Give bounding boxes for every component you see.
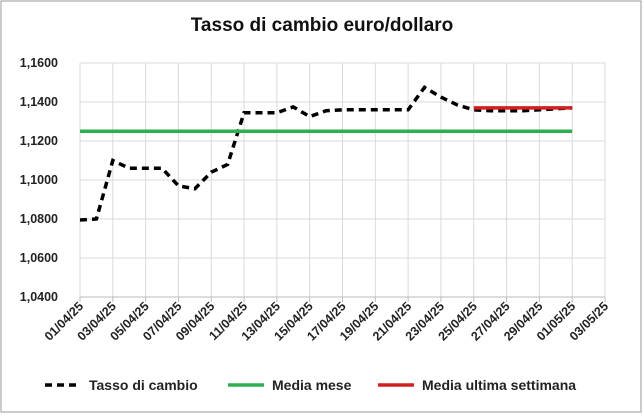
legend-label: Media mese (272, 377, 352, 393)
series-line (79, 85, 573, 222)
y-tick-label: 1,0600 (20, 251, 58, 265)
y-tick-label: 1,0800 (20, 212, 58, 226)
y-tick-label: 1,1000 (20, 173, 58, 187)
y-tick-label: 1,0400 (20, 290, 58, 304)
legend-label: Media ultima settimana (422, 377, 576, 393)
chart-title: Tasso di cambio euro/dollaro (191, 15, 454, 36)
y-tick-label: 1,1400 (20, 95, 58, 109)
y-tick-label: 1,1600 (20, 56, 58, 70)
y-tick-label: 1,1200 (20, 134, 58, 148)
legend-label: Tasso di cambio (89, 377, 198, 393)
